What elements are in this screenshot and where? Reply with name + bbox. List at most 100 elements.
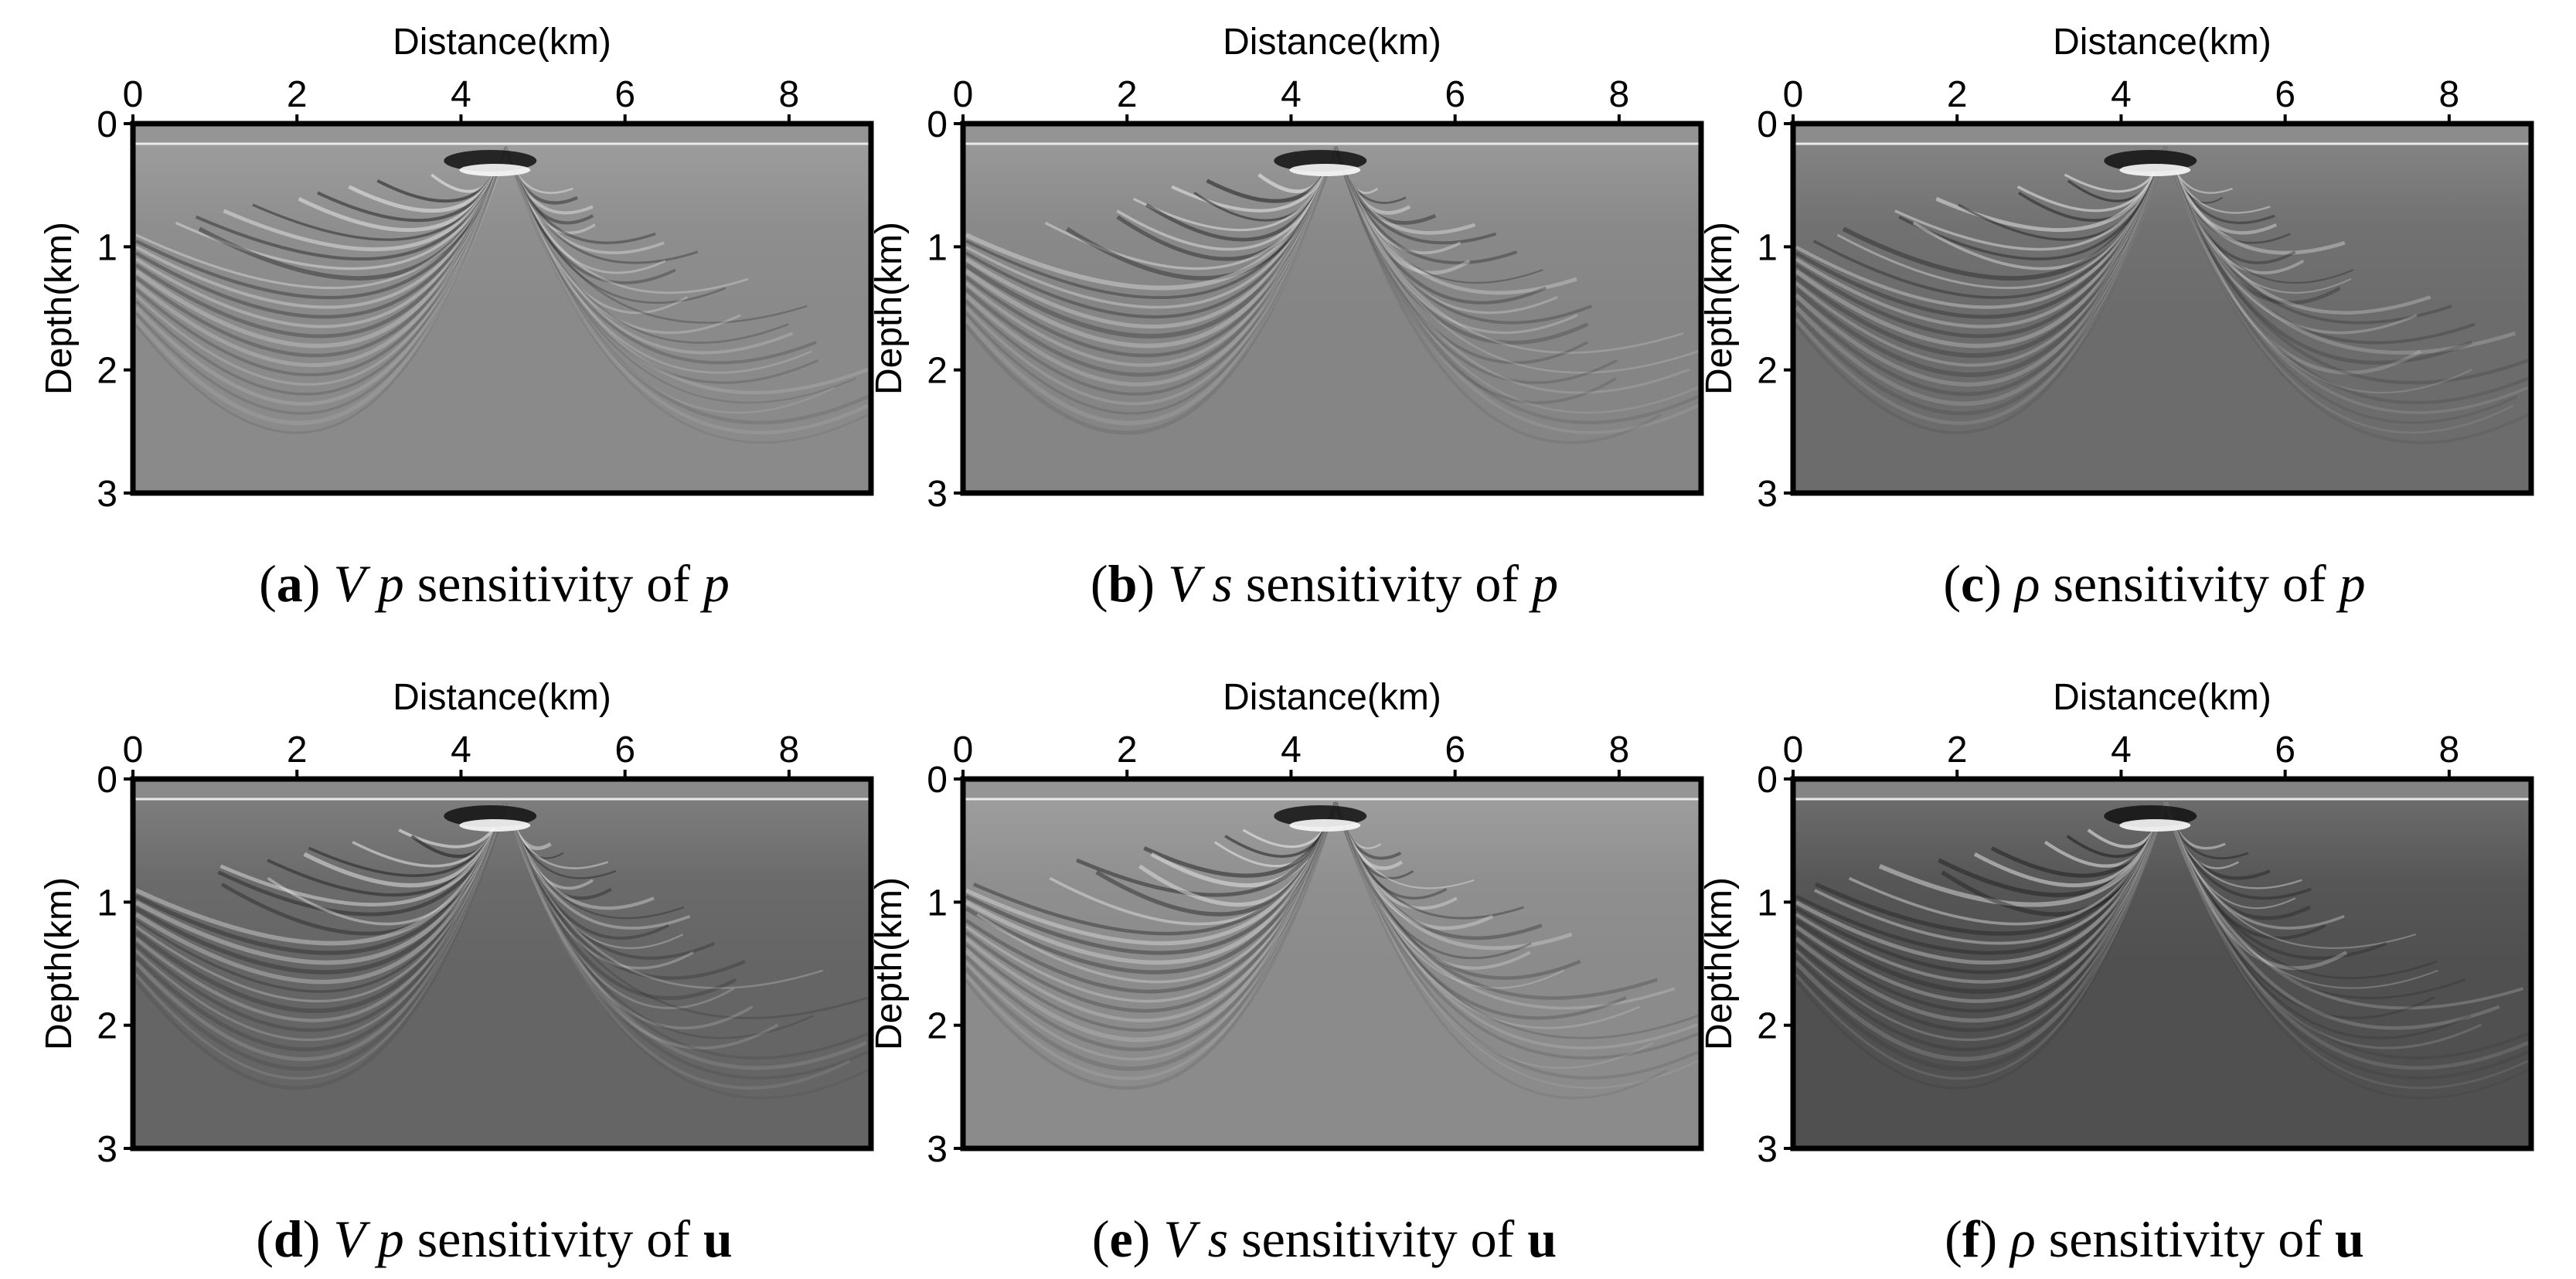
x-tick-label: 6: [614, 730, 635, 770]
caption-parameter: V p: [333, 554, 403, 613]
y-tick-label: 0: [1757, 104, 1778, 145]
x-tick-label: 8: [2439, 730, 2460, 770]
x-axis-label: Distance(km): [1223, 22, 1441, 63]
x-tick-label: 8: [2439, 74, 2460, 115]
caption-letter: e: [1109, 1209, 1132, 1268]
x-tick-label: 0: [123, 74, 144, 115]
y-tick-label: 0: [97, 760, 117, 801]
y-tick-label: 2: [1757, 351, 1778, 392]
panel-caption-f: (f) ρ sensitivity of u: [1945, 1209, 2364, 1268]
y-tick-label: 1: [97, 883, 117, 924]
y-tick-label: 3: [1757, 474, 1778, 515]
x-tick-label: 6: [614, 74, 635, 115]
x-axis-label: Distance(km): [1223, 677, 1441, 718]
x-tick-label: 6: [2275, 74, 2295, 115]
panel-caption-e: (e) V s sensitivity of u: [1092, 1209, 1557, 1268]
panel-d: Distance(km) 0 2 4 6 8 0 1 2 3 Depth(km) (d) V p se…: [39, 677, 874, 1268]
y-axis-label: Depth(km): [869, 222, 910, 395]
y-tick-label: 1: [927, 883, 948, 924]
x-tick-label: 2: [287, 74, 308, 115]
plot-frame: [960, 776, 1704, 1151]
y-tick-label: 2: [927, 1006, 948, 1047]
x-tick-label: 4: [2111, 730, 2132, 770]
caption-target: p: [700, 554, 730, 613]
y-axis-label: Depth(km): [39, 877, 80, 1050]
y-axis-label: Depth(km): [1699, 877, 1740, 1050]
caption-parameter: ρ: [2009, 1209, 2036, 1268]
panel-caption-d: (d) V p sensitivity of u: [256, 1209, 733, 1268]
caption-target: u: [703, 1209, 733, 1268]
caption-parameter: ρ: [2013, 554, 2040, 613]
caption-target: u: [2335, 1209, 2364, 1268]
x-tick-label: 6: [2275, 730, 2295, 770]
panel-caption-a: (a) V p sensitivity of p: [259, 554, 730, 613]
y-tick-label: 2: [927, 351, 948, 392]
y-tick-label: 3: [927, 1129, 948, 1170]
caption-target: p: [2336, 554, 2366, 613]
plot-frame: [960, 121, 1704, 496]
caption-target: u: [1527, 1209, 1557, 1268]
y-tick-label: 0: [927, 104, 948, 145]
y-tick-label: 3: [97, 474, 117, 515]
y-axis-label: Depth(km): [1699, 222, 1740, 395]
panel-caption-b: (b) V s sensitivity of p: [1091, 554, 1558, 613]
panel-c: Distance(km) 0 2 4 6 8 0 1 2 3 Depth(km) (c) ρ sens…: [1699, 22, 2534, 613]
x-tick-label: 4: [2111, 74, 2132, 115]
panel-f: Distance(km) 0 2 4 6 8 0 1 2 3 Depth(km) (f) ρ sens…: [1699, 677, 2534, 1268]
panel-caption-c: (c) ρ sensitivity of p: [1943, 554, 2365, 613]
x-tick-label: 8: [779, 730, 800, 770]
y-tick-label: 1: [1757, 227, 1778, 268]
x-tick-label: 6: [1445, 74, 1465, 115]
y-tick-label: 2: [97, 1006, 117, 1047]
y-tick-label: 3: [1757, 1129, 1778, 1170]
x-tick-label: 4: [451, 730, 471, 770]
panel-e: Distance(km) 0 2 4 6 8 0 1 2 3 Depth(km) (e) V s se…: [869, 677, 1704, 1268]
x-tick-label: 2: [1947, 730, 1968, 770]
x-tick-label: 6: [1445, 730, 1465, 770]
panel-b: Distance(km) 0 2 4 6 8 0 1 2 3 Depth(km) (b) V s se…: [869, 22, 1704, 613]
plot-frame: [130, 121, 874, 496]
x-tick-label: 4: [1281, 74, 1302, 115]
caption-letter: f: [1962, 1209, 1981, 1268]
panel-a: Distance(km) 0 2 4 6 8 0 1 2 3 Depth(km) (a) V p se…: [39, 22, 874, 613]
x-axis-label: Distance(km): [2053, 677, 2271, 718]
y-tick-label: 2: [1757, 1006, 1778, 1047]
caption-letter: c: [1961, 554, 1984, 613]
plot-frame: [1790, 121, 2534, 496]
x-axis-label: Distance(km): [393, 677, 611, 718]
x-tick-label: 0: [1783, 730, 1804, 770]
x-tick-label: 0: [953, 730, 974, 770]
y-tick-label: 3: [927, 474, 948, 515]
y-tick-label: 0: [1757, 760, 1778, 801]
y-tick-label: 1: [1757, 883, 1778, 924]
y-axis-label: Depth(km): [869, 877, 910, 1050]
caption-parameter: V s: [1168, 554, 1233, 613]
x-tick-label: 0: [123, 730, 144, 770]
y-tick-label: 0: [927, 760, 948, 801]
x-tick-label: 8: [1609, 74, 1630, 115]
caption-target: p: [1529, 554, 1558, 613]
caption-letter: a: [277, 554, 303, 613]
x-axis-label: Distance(km): [393, 22, 611, 63]
caption-letter: b: [1108, 554, 1138, 613]
plot-frame: [1790, 776, 2534, 1151]
x-tick-label: 8: [1609, 730, 1630, 770]
x-tick-label: 4: [1281, 730, 1302, 770]
x-tick-label: 2: [287, 730, 308, 770]
x-tick-label: 2: [1947, 74, 1968, 115]
x-tick-label: 0: [1783, 74, 1804, 115]
y-tick-label: 1: [927, 227, 948, 268]
y-tick-label: 3: [97, 1129, 117, 1170]
y-axis-label: Depth(km): [39, 222, 80, 395]
x-tick-label: 0: [953, 74, 974, 115]
y-tick-label: 2: [97, 351, 117, 392]
caption-parameter: V s: [1163, 1209, 1228, 1268]
x-tick-label: 4: [451, 74, 471, 115]
plot-frame: [130, 776, 874, 1151]
x-tick-label: 2: [1117, 74, 1138, 115]
caption-parameter: V p: [333, 1209, 403, 1268]
caption-letter: d: [274, 1209, 303, 1268]
x-axis-label: Distance(km): [2053, 22, 2271, 63]
y-tick-label: 1: [97, 227, 117, 268]
